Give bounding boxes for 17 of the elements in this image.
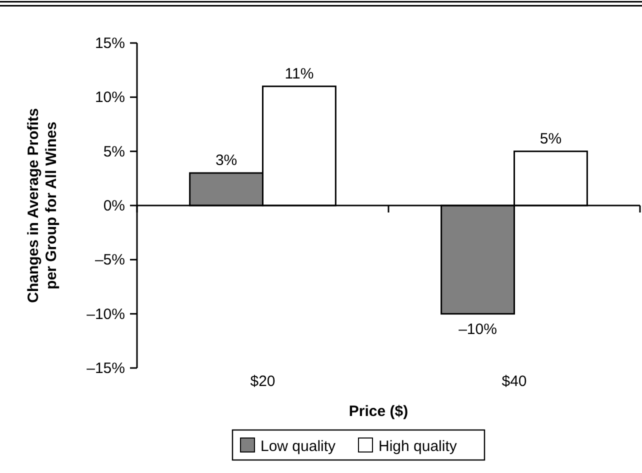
- x-tick-label: $40: [502, 373, 527, 390]
- y-tick-label: 15%: [94, 35, 125, 52]
- data-label: –10%: [458, 320, 497, 338]
- data-label: 11%: [284, 65, 314, 82]
- y-tick-label: –15%: [86, 360, 125, 377]
- y-axis-title: Changes in Average Profits per Group for All Wines: [25, 108, 60, 303]
- x-tick-label: $20: [250, 373, 276, 390]
- x-axis-title: Price ($): [348, 403, 408, 420]
- y-tick-label: 10%: [94, 89, 125, 106]
- data-label: 5%: [540, 130, 562, 148]
- legend-label: High quality: [378, 438, 458, 455]
- y-tick-label: 0%: [103, 198, 125, 214]
- y-tick-label: –5%: [94, 252, 125, 269]
- y-tick-label: 5%: [103, 143, 125, 160]
- data-label: 3%: [215, 152, 238, 169]
- y-tick-label: –10%: [86, 306, 125, 323]
- legend-label: Low quality: [260, 438, 336, 455]
